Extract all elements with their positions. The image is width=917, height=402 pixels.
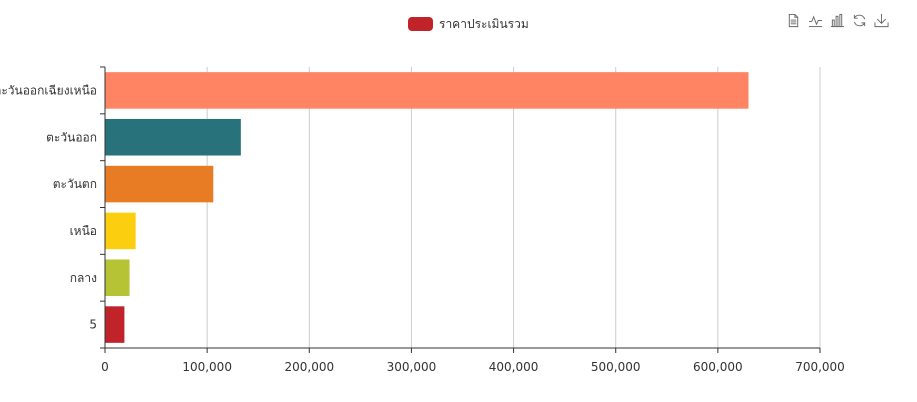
y-tick-label: ตะวันออก <box>46 130 97 144</box>
data-view-icon[interactable] <box>786 13 801 28</box>
bar-chart-icon[interactable] <box>830 13 845 28</box>
bar[interactable] <box>105 212 136 250</box>
y-tick-label: ตะวันตก <box>53 177 97 191</box>
legend[interactable]: ราคาประเมินรวม <box>408 16 529 32</box>
x-tick-label: 600,000 <box>693 360 743 374</box>
save-image-icon[interactable] <box>874 13 889 28</box>
x-tick-label: 500,000 <box>591 360 641 374</box>
legend-swatch <box>408 17 433 31</box>
bar[interactable] <box>105 165 214 203</box>
y-tick-label: ตะวันออกเฉียงเหนือ <box>0 83 97 97</box>
bars <box>105 72 749 343</box>
restore-icon[interactable] <box>852 13 867 28</box>
y-tick-label: 5 <box>89 318 97 332</box>
toolbox <box>786 13 889 28</box>
y-tick-label: เหนือ <box>70 224 97 238</box>
bar[interactable] <box>105 118 241 156</box>
tick-labels: 0 100,000 200,000 300,000 400,000 500,000 600,… <box>0 83 845 374</box>
x-tick-label: 400,000 <box>489 360 539 374</box>
x-tick-label: 700,000 <box>795 360 845 374</box>
bar[interactable] <box>105 72 749 109</box>
y-tick-label: กลาง <box>70 271 97 285</box>
bar[interactable] <box>105 259 130 297</box>
grid-lines <box>206 67 821 348</box>
legend-label: ราคาประเมินรวม <box>439 16 529 31</box>
x-tick-label: 100,000 <box>182 360 232 374</box>
x-tick-label: 200,000 <box>284 360 334 374</box>
axes <box>100 66 821 353</box>
x-tick-label: 300,000 <box>387 360 437 374</box>
x-tick-label: 0 <box>101 360 109 374</box>
bar[interactable] <box>105 306 125 343</box>
line-chart-icon[interactable] <box>808 13 823 28</box>
